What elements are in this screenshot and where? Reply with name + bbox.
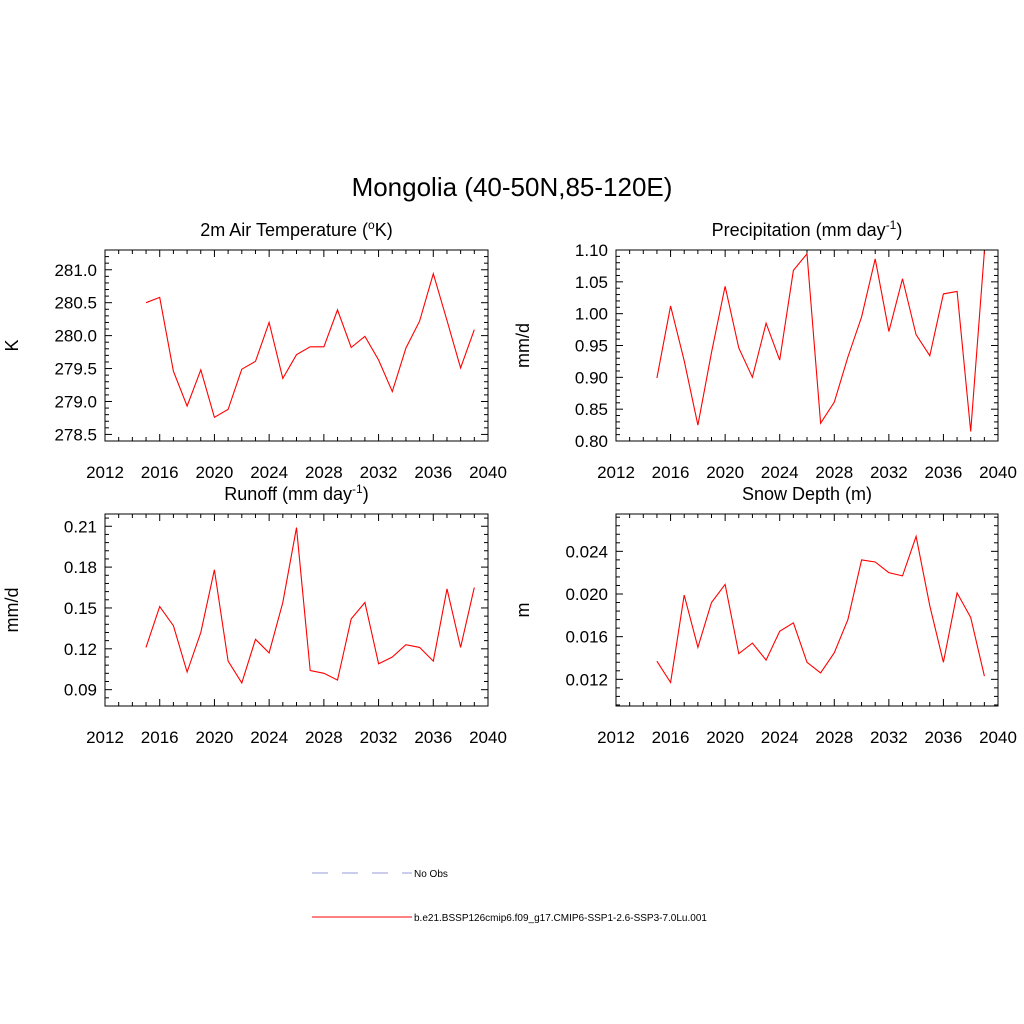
x-tick-label: 2020 — [196, 728, 234, 747]
panel-title: Runoff (mm day-1) — [224, 482, 368, 504]
panel-title-main: Snow Depth (m) — [742, 484, 872, 504]
x-tick-label: 2032 — [360, 463, 398, 482]
panel-title-superscript: o — [368, 218, 375, 232]
series-line — [656, 534, 985, 685]
y-tick-label: 0.18 — [64, 558, 97, 577]
x-tick-label: 2040 — [469, 463, 507, 482]
panel-title-main: 2m Air Temperature ( — [200, 220, 368, 240]
x-tick-label: 2024 — [250, 463, 288, 482]
y-tick-label: 1.05 — [575, 273, 608, 292]
y-tick-label: 0.95 — [575, 337, 608, 356]
panel-title-main: Precipitation (mm day — [712, 220, 886, 240]
x-tick-label: 2012 — [86, 728, 124, 747]
y-tick-label: 0.80 — [575, 432, 608, 451]
y-tick-label: 0.85 — [575, 400, 608, 419]
x-tick-label: 2032 — [870, 728, 908, 747]
x-tick-label: 2016 — [141, 728, 179, 747]
x-tick-label: 2040 — [979, 463, 1017, 482]
y-axis-label: mm/d — [513, 323, 533, 368]
y-tick-label: 1.10 — [575, 241, 608, 260]
x-tick-label: 2036 — [925, 463, 963, 482]
x-tick-label: 2012 — [597, 463, 635, 482]
series-line — [145, 271, 475, 419]
x-tick-label: 2020 — [196, 463, 234, 482]
panel-title: 2m Air Temperature (oK) — [200, 218, 392, 240]
y-tick-label: 0.016 — [565, 628, 608, 647]
legend-label-model: b.e21.BSSP126cmip6.f09_g17.CMIP6-SSP1-2.… — [414, 913, 707, 924]
x-tick-label: 2016 — [652, 728, 690, 747]
y-tick-label: 0.21 — [64, 517, 97, 536]
plot-frame — [104, 249, 489, 442]
x-tick-label: 2024 — [250, 728, 288, 747]
panel-2: 2012 2016 2020 2024 2028 2032 2036 2040 0.80 0.85… — [513, 218, 1017, 482]
x-tick-label: 2036 — [414, 728, 452, 747]
x-tick-label: 2036 — [925, 728, 963, 747]
y-tick-label: 0.12 — [64, 640, 97, 659]
y-tick-label: 0.90 — [575, 368, 608, 387]
y-axis-label: mm/d — [2, 588, 22, 633]
y-axis-label: m — [513, 603, 533, 618]
figure-title: Mongolia (40-50N,85-120E) — [352, 172, 673, 202]
panel-title-main: Runoff (mm day — [224, 484, 352, 504]
panel-title-superscript: -1 — [886, 218, 897, 232]
x-tick-label: 2028 — [815, 463, 853, 482]
y-tick-label: 1.00 — [575, 305, 608, 324]
x-tick-label: 2028 — [815, 728, 853, 747]
x-tick-label: 2024 — [761, 728, 799, 747]
panel-title-end: K) — [375, 220, 393, 240]
x-tick-label: 2012 — [597, 728, 635, 747]
plot-frame — [615, 249, 999, 442]
plot-frame — [615, 513, 999, 707]
x-tick-label: 2040 — [979, 728, 1017, 747]
x-tick-label: 2016 — [652, 463, 690, 482]
y-tick-label: 0.024 — [565, 542, 608, 561]
panel-title-end: ) — [896, 220, 902, 240]
panels: 2012 2016 2020 2024 2028 2032 2036 2040 278.5 279… — [2, 218, 1017, 747]
x-tick-label: 2036 — [414, 463, 452, 482]
panel-4: 2012 2016 2020 2024 2028 2032 2036 2040 0.012 0.0… — [513, 484, 1017, 747]
legend-label-no-obs: No Obs — [414, 869, 448, 880]
x-tick-label: 2032 — [360, 728, 398, 747]
panel-title-superscript: -1 — [352, 482, 363, 496]
legend: No Obs b.e21.BSSP126cmip6.f09_g17.CMIP6-… — [312, 869, 707, 924]
y-axis-label: K — [2, 339, 22, 351]
y-tick-label: 281.0 — [54, 261, 97, 280]
y-tick-label: 278.5 — [54, 425, 97, 444]
y-tick-label: 280.5 — [54, 294, 97, 313]
x-tick-label: 2024 — [761, 463, 799, 482]
panel-1: 2012 2016 2020 2024 2028 2032 2036 2040 278.5 279… — [2, 218, 507, 482]
x-tick-label: 2016 — [141, 463, 179, 482]
x-tick-label: 2020 — [706, 728, 744, 747]
x-tick-label: 2020 — [706, 463, 744, 482]
y-tick-label: 0.09 — [64, 681, 97, 700]
series-line — [145, 527, 475, 685]
y-tick-label: 0.012 — [565, 670, 608, 689]
y-tick-label: 0.020 — [565, 585, 608, 604]
y-tick-label: 0.15 — [64, 599, 97, 618]
panel-title: Snow Depth (m) — [742, 484, 872, 504]
panel-title: Precipitation (mm day-1) — [712, 218, 903, 240]
panel-3: 2012 2016 2020 2024 2028 2032 2036 2040 0.09 0.12… — [2, 482, 507, 747]
y-tick-label: 279.5 — [54, 360, 97, 379]
panel-title-end: ) — [363, 484, 369, 504]
x-tick-label: 2012 — [86, 463, 124, 482]
x-tick-label: 2032 — [870, 463, 908, 482]
y-tick-label: 279.0 — [54, 392, 97, 411]
x-tick-label: 2028 — [305, 728, 343, 747]
y-tick-label: 280.0 — [54, 327, 97, 346]
x-tick-label: 2028 — [305, 463, 343, 482]
x-tick-label: 2040 — [469, 728, 507, 747]
series-line — [656, 251, 985, 432]
